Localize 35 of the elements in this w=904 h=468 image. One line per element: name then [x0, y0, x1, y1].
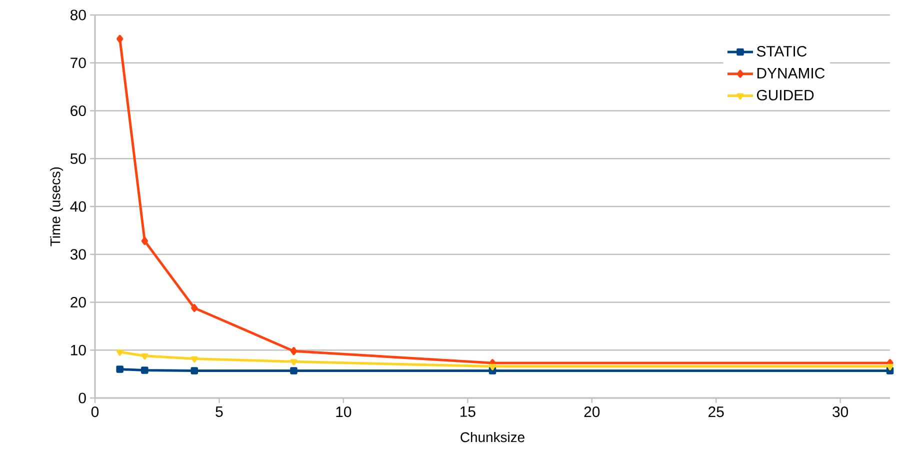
legend-label: GUIDED — [756, 90, 814, 100]
y-axis-title: Time (usecs) — [50, 167, 64, 246]
point — [116, 366, 124, 373]
x-axis-title: Chunksize — [460, 432, 524, 442]
legend-label: STATIC — [756, 46, 807, 57]
point — [489, 364, 496, 370]
point — [116, 350, 124, 356]
x-tick-label: 30 — [832, 406, 848, 418]
y-tick-label: 50 — [70, 153, 86, 164]
x-tick-label: 5 — [216, 406, 223, 417]
x-tick-label: 10 — [336, 406, 352, 418]
point — [116, 34, 124, 43]
point — [290, 359, 298, 366]
y-tick-label: 80 — [70, 10, 86, 20]
x-tick-label: 0 — [91, 406, 99, 418]
legend-label: DYNAMIC — [757, 68, 825, 78]
y-tick-label: 20 — [70, 296, 86, 308]
y-tick-label: 0 — [78, 392, 86, 404]
x-tick-label: 20 — [584, 406, 600, 418]
point — [290, 347, 298, 356]
point — [141, 236, 148, 246]
point — [290, 367, 298, 374]
x-tick-label: 15 — [460, 406, 476, 417]
y-tick-label: 30 — [70, 249, 86, 260]
y-tick-label: 70 — [70, 58, 86, 68]
y-tick-label: 40 — [70, 201, 86, 212]
point — [141, 366, 148, 374]
x-tick-label: 25 — [708, 406, 724, 418]
y-tick-label: 60 — [70, 105, 86, 116]
point — [141, 353, 148, 360]
point — [886, 364, 894, 370]
y-tick-label: 10 — [71, 344, 86, 356]
point — [190, 356, 198, 363]
point — [191, 304, 198, 312]
point — [190, 367, 198, 374]
